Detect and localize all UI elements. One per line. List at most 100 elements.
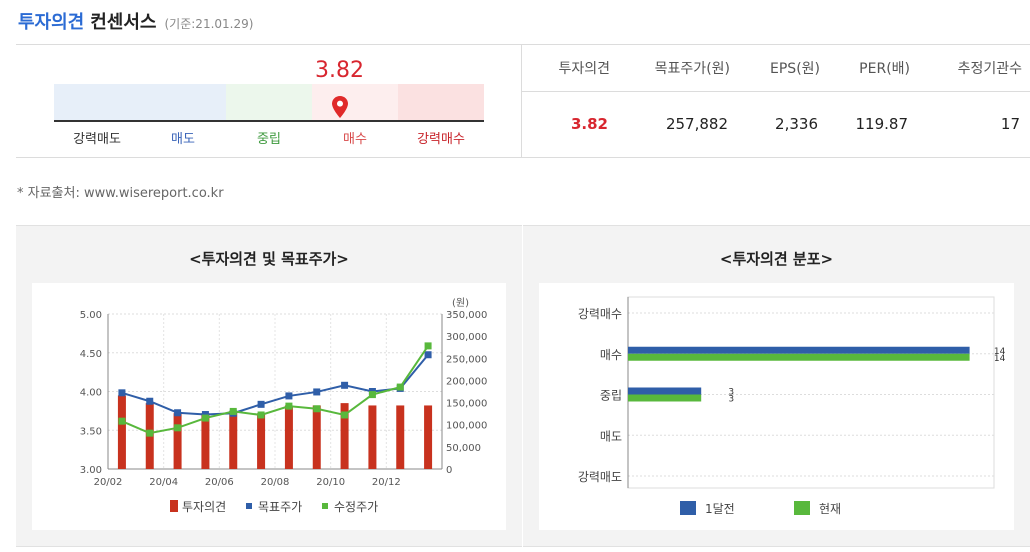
table-header-cell: 목표주가(원)	[618, 45, 738, 92]
y-right-tick-label: 250,000	[446, 354, 487, 365]
gauge-label: 강력매도	[73, 132, 121, 147]
source-note: * 자료출처: www.wisereport.co.kr	[17, 186, 224, 201]
opinion-bar	[368, 405, 377, 469]
adjusted-price-point	[174, 424, 182, 432]
category-label: 매도	[600, 429, 622, 443]
table-header-cell: PER(배)	[828, 45, 918, 92]
table-cell: 119.87	[855, 115, 909, 134]
gauge-label: 강력매수	[417, 132, 465, 147]
gauge-segment	[140, 84, 226, 120]
opinion-gauge-bar	[54, 84, 484, 122]
opinion-target-price-panel: <투자의견 및 목표주가> 5.00 4.50 4.00 3.50 3.00 350,00…	[16, 225, 522, 547]
target-price-point	[146, 397, 154, 405]
y-right-tick-label: 50,000	[446, 443, 481, 454]
data-label: 14	[994, 354, 1006, 364]
table-cell: 257,882	[665, 115, 728, 134]
location-pin-icon	[331, 96, 348, 118]
legend-label: 현재	[819, 502, 841, 516]
section-header: 투자의견 컨센서스 (기준:21.01.29)	[18, 8, 254, 33]
opinion-bar	[312, 405, 321, 469]
y-right-tick-label: 100,000	[446, 421, 487, 432]
opinion-bar	[201, 413, 210, 469]
header-date: (기준:21.01.29)	[164, 17, 254, 31]
category-label: 중립	[600, 389, 622, 403]
target-price-point	[174, 409, 182, 417]
table-header-row: 투자의견 목표주가(원) EPS(원) PER(배) 추정기관수	[522, 45, 1030, 92]
y-left-tick-label: 3.00	[80, 465, 102, 476]
opinion-bar	[396, 405, 405, 469]
y-right-tick-label: 350,000	[446, 310, 487, 321]
y-left-tick-label: 3.50	[80, 426, 102, 437]
opinion-bar	[340, 403, 349, 469]
x-tick-label: 20/02	[94, 477, 123, 488]
adjusted-price-point	[424, 342, 432, 350]
x-tick-label: 20/08	[261, 477, 290, 488]
opinion-bar	[117, 395, 126, 469]
legend-swatch	[170, 500, 178, 512]
y-right-tick-label: 0	[446, 465, 452, 476]
adjusted-price-point	[201, 414, 209, 422]
legend-label: 목표주가	[258, 500, 302, 514]
adjusted-price-point	[229, 407, 237, 415]
adjusted-price-point	[396, 383, 404, 391]
target-price-point	[285, 392, 293, 400]
target-price-point	[257, 400, 265, 408]
y-left-tick-label: 4.00	[80, 388, 102, 399]
y-right-tick-label: 200,000	[446, 376, 487, 387]
legend-swatch	[322, 503, 328, 509]
y-left-tick-label: 5.00	[80, 310, 102, 321]
x-tick-label: 20/12	[372, 477, 401, 488]
target-price-point	[313, 388, 321, 396]
gauge-label: 매수	[343, 132, 367, 147]
x-tick-label: 20/06	[205, 477, 234, 488]
legend-label: 수정주가	[334, 500, 378, 514]
gauge-labels: 강력매도 매도 중립 매수 강력매수	[54, 128, 484, 147]
gauge-value: 3.82	[315, 58, 364, 83]
x-tick-label: 20/04	[149, 477, 178, 488]
gauge-segment	[398, 84, 484, 120]
consensus-summary-table: 투자의견 목표주가(원) EPS(원) PER(배) 추정기관수 3.82 257,882…	[522, 45, 1030, 157]
target-price-point	[118, 389, 126, 397]
legend-label: 1달전	[705, 502, 735, 516]
adjusted-price-point	[257, 411, 265, 419]
distribution-bar	[628, 394, 702, 402]
data-label: 3	[728, 388, 734, 398]
chart-title: <투자의견 분포>	[719, 250, 834, 268]
adjusted-price-point	[118, 417, 126, 425]
opinion-distribution-panel: <투자의견 분포> 강력매수 매수 중립 매도 강력매도 14 3 14 3 1달전 현재	[523, 225, 1030, 547]
adjusted-price-point	[313, 405, 321, 413]
gauge-segment	[312, 84, 398, 120]
table-cell: 2,336	[775, 115, 818, 134]
gauge-segment	[226, 84, 312, 120]
chart-canvas: 5.00 4.50 4.00 3.50 3.00 350,000 300,000 250,00…	[32, 283, 506, 530]
x-tick-label: 20/10	[316, 477, 345, 488]
category-label: 매수	[600, 348, 622, 362]
table-cell: 3.82	[570, 115, 608, 134]
y-right-tick-label: 300,000	[446, 332, 487, 343]
legend-swatch	[680, 501, 696, 515]
adjusted-price-point	[341, 411, 349, 419]
adjusted-price-line	[121, 345, 429, 435]
category-label: 강력매도	[578, 470, 622, 484]
y-left-tick-label: 4.50	[80, 349, 102, 360]
opinion-bar	[229, 410, 238, 469]
y-right-tick-label: 150,000	[446, 399, 487, 410]
target-price-point	[424, 351, 432, 359]
divider-vertical	[521, 45, 522, 157]
opinion-target-price-chart: 5.00 4.50 4.00 3.50 3.00 350,000 300,000 250,00…	[80, 297, 488, 514]
distribution-bar	[628, 353, 970, 361]
header-title: 컨센서스	[90, 12, 157, 33]
chart-title: <투자의견 및 목표주가>	[189, 250, 349, 268]
table-cell: 17	[1000, 115, 1020, 134]
distribution-bar	[628, 346, 970, 354]
legend-label: 투자의견	[182, 500, 226, 514]
data-label: 3	[728, 395, 734, 405]
opinion-bar	[284, 405, 293, 469]
table-row: 3.82 257,882 2,336 119.87 17	[522, 91, 1030, 157]
adjusted-price-point	[285, 402, 293, 410]
divider-top	[16, 44, 1030, 45]
table-header-cell: 추정기관수	[918, 45, 1030, 92]
adjusted-price-point	[146, 429, 154, 437]
legend-swatch	[794, 501, 810, 515]
